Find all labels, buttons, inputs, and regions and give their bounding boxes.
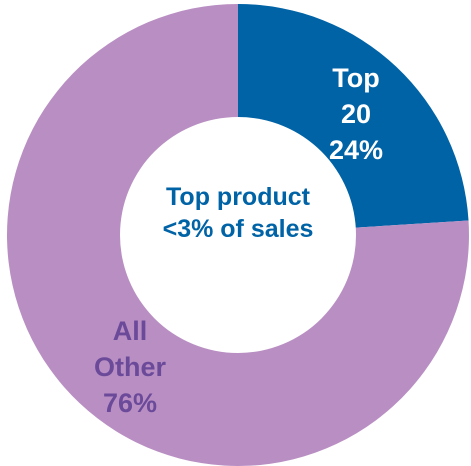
slice-label-all-other-line3: 76% xyxy=(103,388,157,418)
center-label: Top product <3% of sales xyxy=(163,183,314,243)
slice-label-top20-line1: Top xyxy=(332,63,379,93)
slice-label-all-other-line2: Other xyxy=(94,352,167,382)
slice-labels: Top 20 24% All Other 76% xyxy=(94,63,383,418)
center-label-line2: <3% of sales xyxy=(163,215,314,243)
slice-label-all-other-line1: All xyxy=(113,316,148,346)
slice-label-top20-line2: 20 xyxy=(341,99,371,129)
donut-hole xyxy=(120,117,356,353)
center-label-line1: Top product xyxy=(166,183,311,211)
slice-label-top20-line3: 24% xyxy=(329,135,383,165)
